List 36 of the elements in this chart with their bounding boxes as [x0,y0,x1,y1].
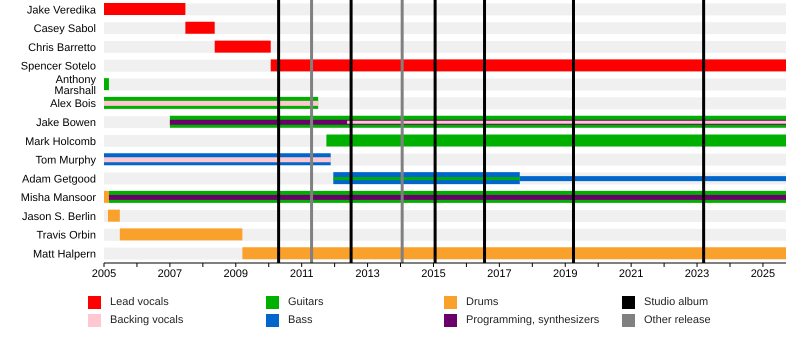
x-tick-label: 2025 [750,268,776,280]
y-tick-label: Jake Bowen [36,117,96,130]
legend-label: Bass [288,314,312,326]
y-tick-label: Spencer Sotelo [20,60,96,73]
x-tick-label: 2005 [92,268,116,280]
y-tick-label: Casey Sabol [34,23,96,36]
y-tick-label: Matt Halpern [33,248,96,261]
y-tick-label: Mark Holcomb [25,136,96,148]
x-tick-label: 2023 [684,268,710,280]
x-tick-label: 2007 [158,268,182,280]
x-tick-label: 2009 [224,268,248,280]
legend-label: Guitars [288,296,324,308]
x-tick-label: 2019 [553,268,578,280]
legend-label: Lead vocals [110,296,169,308]
legend-label: Backing vocals [110,314,184,326]
y-tick-label: Alex Bois [50,98,96,110]
y-tick-label: Tom Murphy [35,154,96,167]
bar [347,120,786,124]
legend-label: Other release [644,314,711,326]
legend-label: Programming, synthesizers [466,314,600,326]
y-tick-label: Jake Veredika [26,4,97,16]
x-tick-label: 2011 [290,268,314,280]
y-tick-label: Misha Mansoor [20,192,96,204]
bar [104,190,109,203]
y-tick-label: Travis Orbin [36,230,96,242]
y-tick-label: Adam Getgood [22,173,96,186]
x-tick-label: 2017 [487,268,512,280]
y-tick-label: Chris Barretto [28,42,96,54]
x-tick-label: 2015 [421,268,446,280]
legend-label: Drums [466,296,498,308]
x-tick-label: 2021 [618,268,644,280]
x-tick-label: 2013 [355,268,380,280]
y-tick-label: Anthony Marshall [54,74,96,97]
legend-label: Studio album [644,296,708,308]
y-tick-label: Jason S. Berlin [22,210,96,223]
bar [108,194,786,200]
